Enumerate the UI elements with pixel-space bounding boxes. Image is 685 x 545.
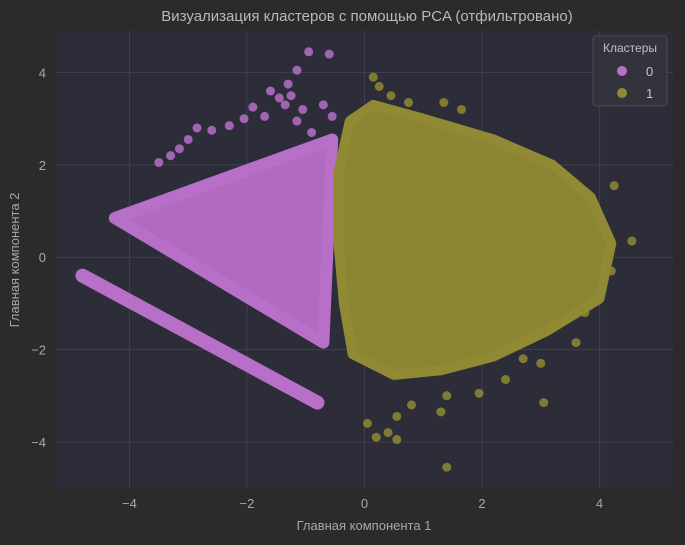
cluster-1-point: [392, 435, 402, 445]
cluster-0-point: [265, 86, 275, 96]
cluster-1-point: [439, 98, 449, 108]
chart-title: Визуализация кластеров с помощью PCA (от…: [161, 8, 572, 25]
cluster-1-point: [368, 72, 378, 82]
cluster-0-point: [283, 79, 293, 89]
cluster-1-point: [580, 308, 590, 318]
cluster-0-point: [286, 91, 296, 101]
cluster-0-point: [207, 125, 217, 135]
legend-label-1: 1: [646, 86, 653, 101]
cluster-1-point: [436, 407, 446, 417]
cluster-0-point: [324, 49, 334, 59]
cluster-0-point: [248, 102, 258, 112]
cluster-0-point: [224, 121, 234, 131]
cluster-1-point: [518, 354, 528, 364]
cluster-1-point: [456, 104, 466, 114]
y-tick-label: 4: [39, 66, 46, 81]
cluster-1-point: [627, 236, 637, 246]
cluster-0-point: [192, 123, 202, 133]
cluster-1-point: [501, 375, 511, 385]
cluster-0-point: [274, 93, 284, 103]
cluster-1-dense-region: [333, 99, 617, 380]
x-tick-label: −4: [122, 496, 137, 511]
cluster-1-point: [442, 391, 452, 401]
y-tick-label: −2: [31, 343, 46, 358]
cluster-1-point: [609, 181, 619, 191]
cluster-1-point: [407, 400, 417, 410]
legend-marker-1: [617, 88, 627, 98]
cluster-1-point: [442, 462, 452, 472]
x-axis-label: Главная компонента 1: [297, 518, 432, 533]
y-tick-label: −4: [31, 435, 46, 450]
legend-marker-0: [617, 66, 627, 76]
x-tick-label: 4: [596, 496, 603, 511]
cluster-0-point: [292, 116, 302, 126]
cluster-0-point: [174, 144, 184, 154]
data-points: [75, 47, 637, 472]
cluster-0-point: [166, 151, 176, 161]
cluster-0-point: [304, 47, 314, 57]
cluster-0-point: [318, 100, 328, 110]
y-tick-label: 0: [39, 250, 46, 265]
cluster-0-point: [292, 65, 302, 75]
x-tick-label: 2: [478, 496, 485, 511]
cluster-1-point: [392, 411, 402, 421]
legend-title: Кластеры: [603, 41, 657, 55]
x-tick-label: −2: [240, 496, 255, 511]
cluster-0-point: [280, 100, 290, 110]
cluster-0-point: [307, 128, 317, 138]
y-axis-label: Главная компонента 2: [7, 193, 22, 328]
cluster-0-point: [239, 114, 249, 124]
cluster-0-dense-region: [108, 133, 339, 349]
cluster-1-point: [374, 81, 384, 91]
cluster-1-point: [383, 428, 393, 438]
cluster-1-point: [606, 266, 616, 276]
cluster-0-point: [298, 104, 308, 114]
legend-label-0: 0: [646, 64, 653, 79]
cluster-1-point: [371, 432, 381, 442]
x-tick-label: 0: [361, 496, 368, 511]
cluster-0-point: [324, 139, 334, 149]
cluster-0-point: [154, 158, 164, 168]
cluster-1-point: [539, 398, 549, 408]
cluster-1-point: [386, 91, 396, 101]
cluster-1-point: [474, 388, 484, 398]
cluster-0-point: [183, 134, 193, 144]
cluster-1-point: [571, 338, 581, 348]
cluster-1-point: [362, 418, 372, 428]
cluster-0-point: [260, 111, 270, 121]
tick-labels: −4 −2 0 2 4 −4 −2 0 2 4: [31, 66, 603, 511]
legend-box: [592, 35, 668, 107]
cluster-1-point: [536, 358, 546, 368]
legend: Кластеры 0 1: [592, 35, 668, 107]
cluster-0-band: [75, 268, 325, 410]
y-tick-label: 2: [39, 158, 46, 173]
cluster-0-point: [327, 111, 337, 121]
cluster-1-point: [404, 98, 414, 108]
